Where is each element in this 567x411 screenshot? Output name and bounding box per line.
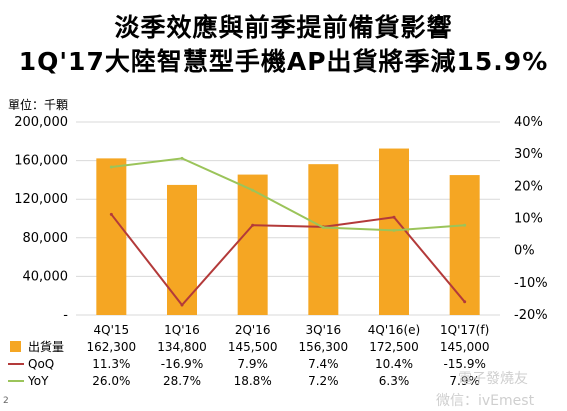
y-left-tick-label: 120,000 [14, 192, 68, 207]
yoy-point [251, 188, 255, 192]
data-table-cell: -16.9% [161, 357, 203, 371]
y-right-tick-label: 0% [514, 244, 535, 259]
data-table-cell: 162,300 [87, 340, 137, 354]
data-table-cell: 156,300 [299, 340, 349, 354]
data-table-cell: 10.4% [375, 357, 413, 371]
y-left-tick-label: 80,000 [23, 231, 69, 246]
y-right-tick-label: 10% [514, 212, 543, 227]
bar [308, 164, 339, 315]
y-left-tick-label: 200,000 [14, 115, 68, 130]
legend-label-bar: 出貨量 [28, 339, 64, 354]
bar [96, 158, 127, 315]
x-tick-label: 3Q'16 [306, 323, 342, 337]
yoy-point [463, 223, 467, 227]
yoy-point [321, 226, 325, 230]
qoq-point [251, 223, 255, 227]
data-table-cell: 26.0% [92, 374, 130, 388]
data-table-cell: 134,800 [157, 340, 207, 354]
chart-title-line1: 淡季效應與前季提前備貨影響 [114, 13, 453, 42]
x-tick-label: 4Q'15 [94, 323, 130, 337]
data-table-cell: 18.8% [234, 374, 272, 388]
data-table-cell: 7.9% [237, 357, 268, 371]
bar [167, 184, 197, 315]
data-table-cell: 7.9% [449, 374, 480, 388]
qoq-point [109, 212, 113, 216]
data-table-cell: 6.3% [379, 374, 410, 388]
x-tick-label: 1Q'16 [164, 323, 200, 337]
data-table-cell: -15.9% [443, 357, 485, 371]
watermark-text-1: 電子發燒友 [458, 371, 528, 387]
data-table-cell: 28.7% [163, 374, 201, 388]
y-left-tick-label: 160,000 [14, 154, 68, 169]
chart-title-line2: 1Q'17大陸智慧型手機AP出貨將季減15.9% [18, 47, 549, 76]
y-left-tick-label: - [63, 308, 68, 323]
bar [237, 174, 268, 315]
x-tick-label: 1Q'17(f) [440, 323, 489, 337]
legend-label-qoq: QoQ [28, 357, 54, 371]
legend-swatch-bar [10, 341, 21, 352]
y-right-tick-label: 40% [514, 115, 543, 130]
bar [449, 175, 480, 315]
yoy-point [392, 228, 396, 232]
qoq-line [110, 213, 466, 307]
data-table-cell: 7.2% [308, 374, 339, 388]
unit-label: 單位：千顆 [8, 98, 69, 112]
qoq-point [180, 303, 184, 307]
qoq-point [463, 300, 467, 304]
y-right-tick-label: -10% [514, 276, 548, 291]
data-table-cell: 11.3% [92, 357, 130, 371]
yoy-point [180, 156, 184, 160]
y-right-tick-label: 30% [514, 147, 543, 162]
x-tick-label: 2Q'16 [235, 323, 271, 337]
qoq-point [392, 215, 396, 219]
yoy-line [111, 157, 465, 232]
page-number: 2 [3, 396, 9, 406]
data-table-cell: 145,000 [440, 340, 490, 354]
data-table-cell: 145,500 [228, 340, 278, 354]
y-left-tick-label: 40,000 [23, 269, 69, 284]
y-right-tick-label: 20% [514, 179, 543, 194]
y-right-tick-label: -20% [514, 308, 548, 323]
legend-label-yoy: YoY [27, 374, 49, 388]
data-table-cell: 7.4% [308, 357, 339, 371]
x-tick-label: 4Q'16(e) [368, 323, 420, 337]
watermark-text-2: 微信：ivEmest [436, 393, 535, 409]
data-table-cell: 172,500 [369, 340, 419, 354]
yoy-point [109, 165, 113, 169]
